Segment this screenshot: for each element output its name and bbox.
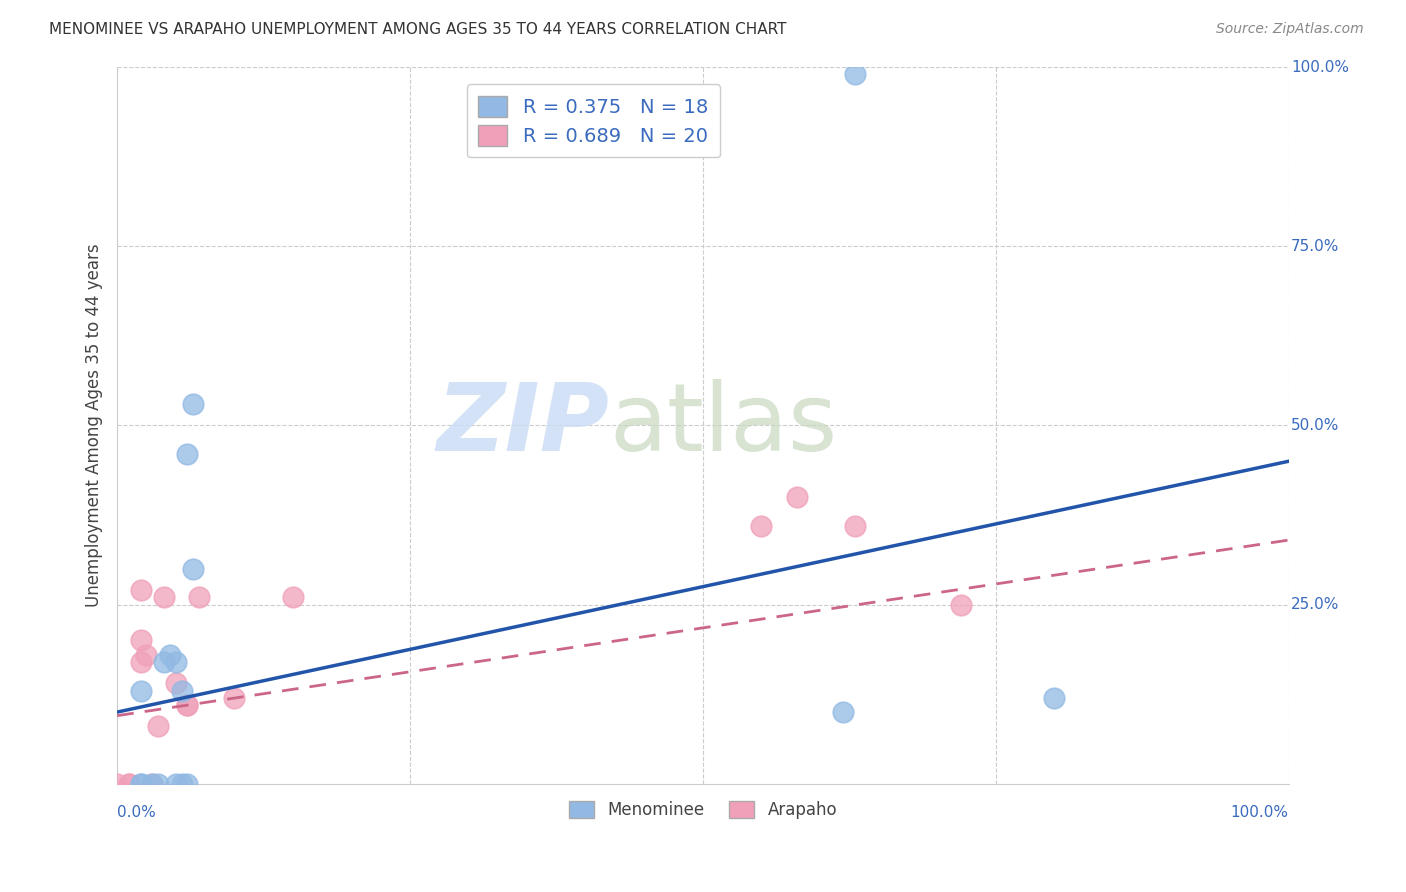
Text: atlas: atlas [609,379,838,471]
Point [170,777,193,791]
Point [118,777,141,791]
Point [153,591,176,605]
Text: Source: ZipAtlas.com: Source: ZipAtlas.com [1216,22,1364,37]
Point [129,683,152,698]
Point [148,719,170,733]
Point [176,698,198,712]
Point [949,598,972,612]
Point [129,655,152,669]
Text: MENOMINEE VS ARAPAHO UNEMPLOYMENT AMONG AGES 35 TO 44 YEARS CORRELATION CHART: MENOMINEE VS ARAPAHO UNEMPLOYMENT AMONG … [49,22,787,37]
Point [751,518,773,533]
Point [129,633,152,648]
Text: 0.0%: 0.0% [117,805,156,821]
Point [1043,690,1066,705]
Text: 25.0%: 25.0% [1291,597,1340,612]
Text: ZIP: ZIP [436,379,609,471]
Point [153,655,176,669]
Point [176,698,198,712]
Point [159,648,181,662]
Point [844,67,866,81]
Text: 75.0%: 75.0% [1291,239,1340,253]
Text: 50.0%: 50.0% [1291,418,1340,433]
Point [135,648,157,662]
Point [129,777,152,791]
Point [129,583,152,598]
Point [176,777,198,791]
Point [176,447,198,461]
Point [786,490,808,504]
Point [183,562,205,576]
Point [188,591,211,605]
Point [165,777,187,791]
Point [118,777,141,791]
Point [844,518,866,533]
Point [165,655,187,669]
Text: 100.0%: 100.0% [1230,805,1289,821]
Point [141,777,163,791]
Legend: Menominee, Arapaho: Menominee, Arapaho [562,794,844,826]
Point [183,397,205,411]
Point [224,690,246,705]
Text: 100.0%: 100.0% [1291,60,1348,75]
Point [170,683,193,698]
Point [165,676,187,690]
Point [105,777,128,791]
Point [141,777,163,791]
Point [832,705,855,719]
Point [129,777,152,791]
Point [148,777,170,791]
Y-axis label: Unemployment Among Ages 35 to 44 years: Unemployment Among Ages 35 to 44 years [86,244,103,607]
Point [281,591,304,605]
